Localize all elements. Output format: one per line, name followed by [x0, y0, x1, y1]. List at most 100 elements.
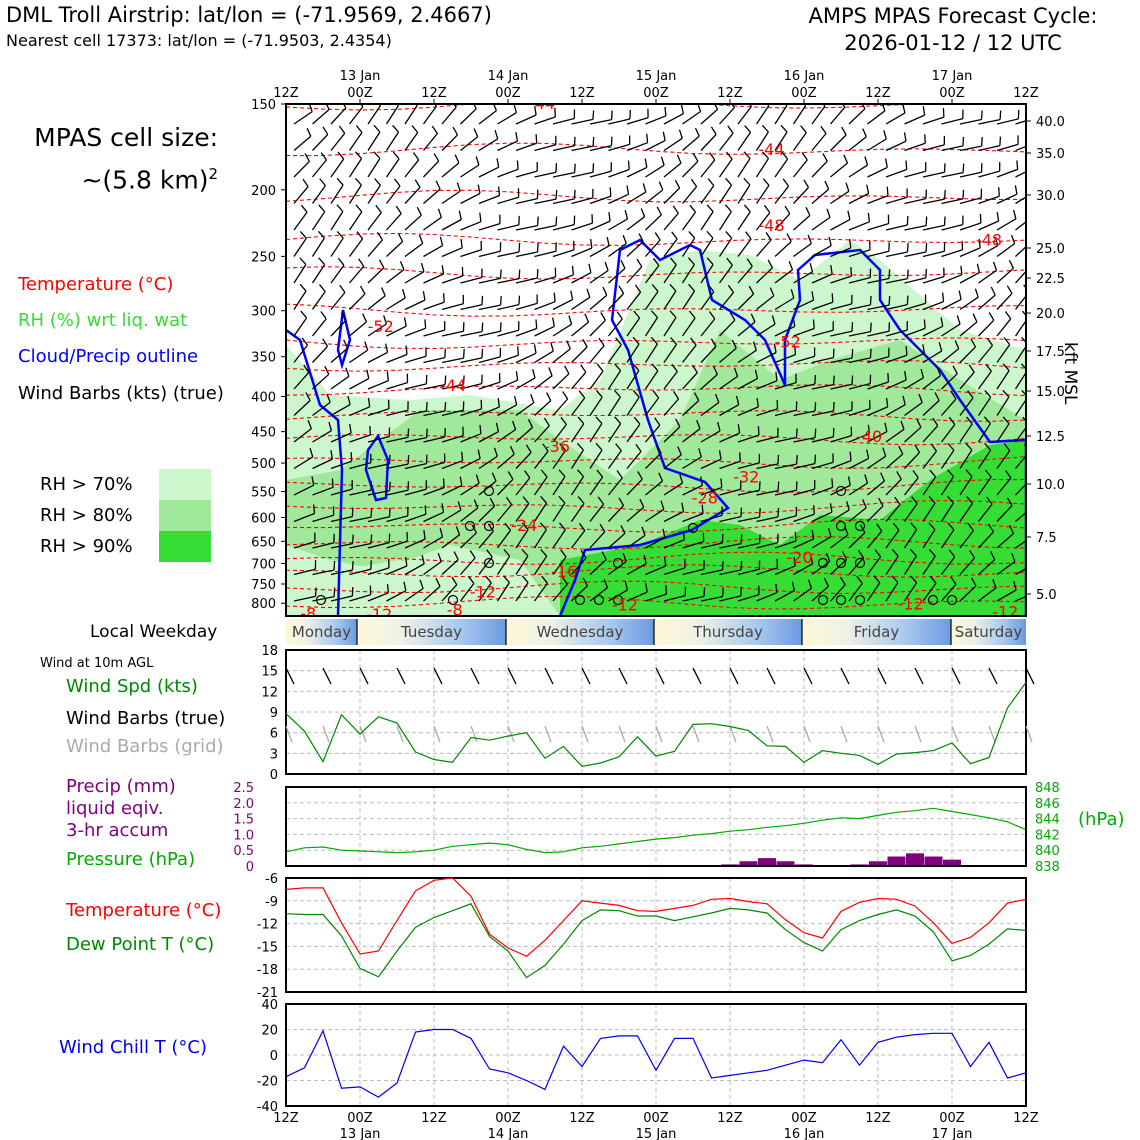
wind-barb — [1015, 539, 1026, 549]
wind-barb — [460, 357, 483, 364]
wind-barb-flag — [941, 292, 945, 302]
precip-ytick-label: 1.5 — [233, 813, 254, 828]
wind-barb-flag — [620, 260, 626, 269]
wind-barb — [922, 350, 943, 364]
wind-barb — [607, 450, 622, 469]
wind-barb — [774, 463, 797, 470]
wind-barb-flag — [851, 349, 854, 359]
wind-barb — [977, 503, 993, 522]
wind-barb-flag — [491, 472, 497, 482]
wind-barb-flag — [707, 178, 715, 187]
wind-barb — [311, 318, 327, 337]
wind-barb-flag — [616, 311, 623, 320]
wind-barb — [681, 344, 697, 363]
wind-barb — [922, 425, 939, 443]
weekday-band — [357, 619, 506, 645]
surface-wind-barb-true — [544, 667, 554, 685]
wind-barb — [496, 529, 512, 549]
surface-wind-barb-true — [1025, 667, 1035, 685]
cell-size-value: ~(5.8 km)2 — [81, 165, 218, 195]
wind-barb — [885, 251, 908, 258]
pressure-tick-label: 500 — [251, 457, 276, 472]
wind-barb — [774, 436, 797, 443]
wind-barb-flag — [613, 389, 621, 398]
wind-barb — [626, 451, 642, 469]
wind-barb — [904, 352, 925, 364]
pressure-ytick-label: 842 — [1035, 828, 1060, 843]
wind-barb-flag — [744, 204, 751, 213]
wind-barb — [441, 484, 463, 496]
kft-tick-label: 7.5 — [1036, 531, 1057, 546]
wind-barb — [515, 582, 529, 602]
wind-barb-flag — [809, 263, 814, 273]
bottom-time-label: 12Z — [273, 1111, 299, 1126]
wind-barb — [941, 198, 964, 205]
temp-ytick-label: -12 — [257, 918, 278, 933]
wind-barb-flag — [442, 478, 445, 488]
wind-barb-flag — [748, 285, 755, 295]
wind-ytick-label: 18 — [261, 644, 278, 659]
wind-barb-flag — [729, 312, 736, 321]
wind-barb-flag — [337, 151, 345, 160]
wind-barb-flag — [874, 549, 882, 558]
wind-barb-flag — [318, 257, 326, 266]
wind-barb — [922, 198, 945, 205]
dewpoint-line — [285, 903, 1027, 979]
wind-barb — [737, 568, 760, 576]
forecast-cycle-title: AMPS MPAS Forecast Cycle: 2026-01-12 / 1… — [796, 3, 1110, 57]
wind-barb-flag — [559, 522, 566, 531]
wind-barb-flag — [424, 319, 427, 329]
wind-barb-flag — [525, 444, 532, 453]
wind-barb-flag — [336, 177, 344, 186]
wind-barb-flag — [962, 189, 965, 199]
wind-barb — [460, 276, 482, 284]
wind-barb-flag — [839, 576, 846, 586]
wind-barb — [811, 410, 834, 417]
cell-size-label: MPAS cell size: — [34, 123, 218, 152]
wind-barb-flag — [864, 156, 869, 166]
wind-barb-flag — [552, 317, 555, 327]
wind-barb — [885, 354, 908, 364]
wind-barb — [311, 291, 326, 310]
wind-barb — [534, 171, 557, 178]
wind-barb-flag — [892, 522, 900, 531]
wind-barb — [533, 555, 548, 575]
wind-barb — [497, 140, 518, 152]
wind-barb — [848, 583, 863, 602]
legend-windchill: Wind Chill T (°C) — [59, 1037, 207, 1058]
wind-barb-flag — [1014, 185, 1018, 195]
wind-barb — [719, 404, 740, 417]
wind-barb — [700, 264, 714, 284]
wind-barb — [885, 112, 906, 125]
wind-barb — [830, 383, 853, 390]
surface-wind-barb-grid — [692, 725, 700, 743]
wind-barb — [441, 190, 461, 205]
wind-barb — [663, 113, 684, 125]
wind-barb — [385, 185, 401, 204]
wind-barb — [626, 534, 646, 549]
wind-barb-flag — [1032, 183, 1035, 192]
wind-barb-flag — [660, 156, 665, 166]
wind-barb-flag — [943, 216, 946, 226]
isotherm-line — [286, 518, 1026, 533]
wind-barb — [589, 559, 607, 575]
wind-barb — [552, 223, 575, 231]
weekday-label: Saturday — [955, 623, 1023, 641]
weekday-label: Tuesday — [400, 623, 462, 641]
wind-barb-flag — [832, 375, 835, 385]
wind-barb — [885, 529, 900, 549]
legend-rh90-swatch — [159, 531, 211, 562]
wind-barb-flag — [602, 286, 608, 296]
surface-wind-barb-true — [322, 667, 332, 685]
wind-barb — [386, 590, 407, 602]
wind-barb-flag — [437, 552, 442, 562]
wind-barb-flag — [533, 344, 537, 354]
wind-barb — [793, 355, 815, 364]
wind-barb — [423, 511, 444, 523]
wind-barb-flag — [847, 476, 851, 486]
surface-wind-barb-true — [692, 667, 702, 685]
time-axes: 12Z12Z00Z00Z12Z12Z00Z00Z12Z12Z00Z00Z12Z1… — [273, 69, 1039, 1140]
wind-barb-flag — [550, 342, 554, 352]
wind-barb — [996, 450, 1011, 469]
wind-barb — [904, 451, 920, 469]
